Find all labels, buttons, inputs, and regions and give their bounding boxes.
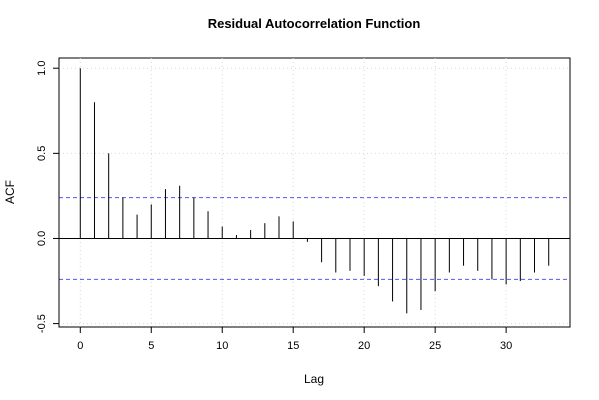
y-tick-label: -0.5	[36, 314, 48, 333]
x-tick-label: 10	[216, 340, 228, 352]
x-tick-label: 30	[500, 340, 512, 352]
x-axis-label: Lag	[304, 372, 324, 386]
x-tick-label: 15	[287, 340, 299, 352]
acf-bars	[79, 68, 550, 314]
chart-title: Residual Autocorrelation Function	[208, 16, 421, 31]
x-axis: 0 5 10 15 20 25 30	[77, 326, 512, 352]
y-tick-label: 0.5	[36, 146, 48, 161]
plot-frame	[58, 57, 571, 328]
x-tick-label: 20	[358, 340, 370, 352]
y-tick-label: 1.0	[36, 61, 48, 76]
x-tick-label: 0	[77, 340, 83, 352]
grid	[59, 58, 570, 327]
x-tick-label: 5	[148, 340, 154, 352]
confidence-band	[59, 197, 570, 280]
y-axis: -0.5 0.0 0.5 1.0	[36, 61, 60, 333]
y-axis-label: ACF	[3, 180, 17, 204]
x-tick-label: 25	[429, 340, 441, 352]
y-tick-label: 0.0	[36, 231, 48, 246]
